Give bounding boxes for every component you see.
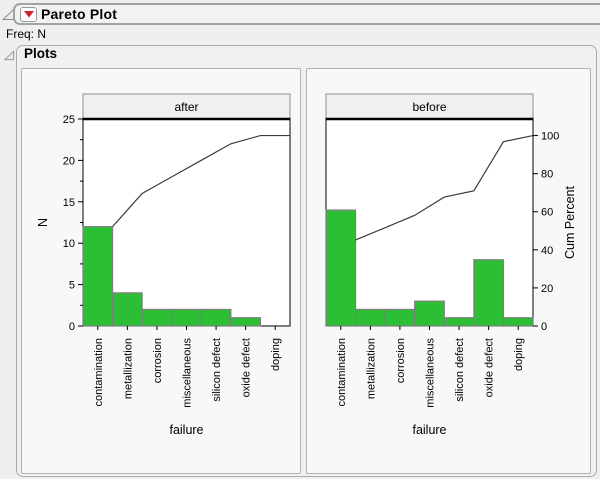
- y2-axis-tick-label: 20: [541, 283, 553, 295]
- bar-contamination[interactable]: [82, 226, 114, 327]
- bar-miscellaneous[interactable]: [171, 308, 202, 327]
- bar-silicon-defect[interactable]: [443, 317, 475, 327]
- x-category-label: contamination: [93, 338, 105, 407]
- x-category-label: silicon defect: [211, 338, 223, 402]
- x-category-label: silicon defect: [454, 338, 466, 402]
- x-category-label: miscellaneous: [425, 338, 437, 408]
- cumulative-percent-line: [112, 134, 290, 227]
- y-axis-tick-label: 0: [69, 321, 75, 333]
- x-category-label: oxide defect: [241, 338, 253, 397]
- pareto-plot-outline-header: Pareto Plot: [13, 3, 600, 25]
- y-axis-tick-label: 20: [63, 155, 75, 167]
- red-triangle-menu-button[interactable]: [20, 6, 37, 22]
- y2-axis-tick-label: 60: [541, 207, 553, 219]
- bar-metallization[interactable]: [111, 292, 143, 327]
- bar-oxide-defect[interactable]: [230, 317, 262, 327]
- bar-silicon-defect[interactable]: [200, 308, 232, 327]
- bar-corrosion[interactable]: [384, 308, 416, 327]
- bar-doping[interactable]: [502, 317, 534, 327]
- panel-before[interactable]: before 0 20 40 60 80 100 Cum Percent contaminati…: [306, 68, 591, 474]
- bar-metallization[interactable]: [354, 308, 386, 327]
- x-category-label: contamination: [336, 338, 348, 407]
- x-axis-title: failure: [412, 423, 446, 437]
- bar-miscellaneous[interactable]: [414, 300, 445, 327]
- plot-area: [82, 118, 291, 327]
- plot-header-box: [82, 93, 291, 120]
- y2-axis-tick-label: 40: [541, 245, 553, 257]
- pareto-chart-before[interactable]: before 0 20 40 60 80 100 Cum Percent contaminati…: [307, 69, 590, 473]
- plots-section-title: Plots: [24, 46, 58, 61]
- plots-disclosure-triangle-icon[interactable]: [4, 50, 15, 61]
- red-triangle-icon: [23, 11, 34, 18]
- x-category-label: oxide defect: [484, 338, 496, 397]
- bar-corrosion[interactable]: [141, 308, 173, 327]
- x-category-label: metallization: [365, 338, 377, 399]
- x-category-label: corrosion: [152, 338, 164, 383]
- y2-axis-tick-label: 80: [541, 169, 553, 181]
- bar-oxide-defect[interactable]: [473, 259, 505, 327]
- page-title: Pareto Plot: [41, 6, 118, 22]
- x-category-label: doping: [513, 338, 525, 371]
- y-axis-tick-label: 15: [63, 197, 75, 209]
- y2-axis-title: Cum Percent: [563, 186, 577, 259]
- freq-label: Freq: N: [6, 27, 47, 41]
- x-axis-title: failure: [169, 423, 203, 437]
- x-category-label: doping: [270, 338, 282, 371]
- plot-header-box: [325, 93, 534, 120]
- x-category-label: metallization: [122, 338, 134, 399]
- y-axis-tick-label: 10: [63, 238, 75, 250]
- x-category-label: corrosion: [395, 338, 407, 383]
- y-axis-tick-label: 25: [63, 114, 75, 126]
- x-category-label: miscellaneous: [182, 338, 194, 408]
- plot-header-label: before: [412, 100, 446, 114]
- plot-header-label: after: [174, 100, 198, 114]
- y-axis-title: N: [36, 218, 50, 227]
- y2-axis-tick-label: 100: [541, 131, 559, 143]
- y2-axis-tick-label: 0: [541, 321, 547, 333]
- y-axis-tick-label: 5: [69, 280, 75, 292]
- cumulative-percent-line: [355, 134, 534, 241]
- bar-contamination[interactable]: [325, 209, 357, 327]
